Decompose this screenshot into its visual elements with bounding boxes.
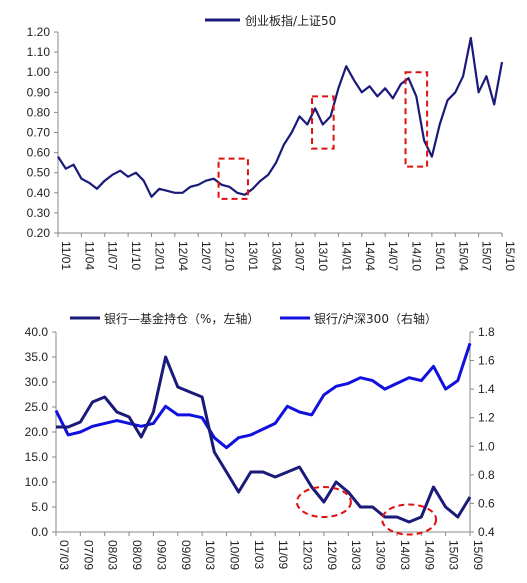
x-tick-label: 12/07 bbox=[199, 241, 213, 271]
x-tick-label: 15/09 bbox=[471, 540, 485, 570]
y-tick-label: 0.60 bbox=[27, 146, 51, 160]
y-tick-label: 1.00 bbox=[27, 65, 51, 79]
right-y-tick-label: 0.4 bbox=[478, 525, 495, 539]
right-y-tick-label: 0.8 bbox=[478, 468, 495, 482]
x-tick-label: 11/10 bbox=[129, 241, 143, 270]
left-y-tick-label: 20.0 bbox=[25, 425, 49, 439]
x-tick-label: 07/09 bbox=[81, 540, 95, 570]
left-y-tick-label: 5.0 bbox=[31, 500, 48, 514]
right-y-tick-label: 1.4 bbox=[478, 382, 495, 396]
x-tick-label: 13/10 bbox=[316, 241, 330, 271]
x-tick-label: 14/09 bbox=[422, 540, 436, 570]
chart-bottom-bank: 0.0 5.0 10.0 15.0 20.0 25.0 30.0 35.0 40.0 0.4 0.6… bbox=[25, 311, 495, 570]
x-tick-label: 11/04 bbox=[82, 241, 96, 270]
highlight-box bbox=[404, 71, 429, 168]
left-y-tick-label: 0.0 bbox=[31, 525, 48, 539]
right-y-tick-label: 1.8 bbox=[478, 325, 495, 339]
highlight-box bbox=[217, 157, 249, 200]
highlight-ellipse bbox=[295, 486, 352, 518]
highlight-ellipse bbox=[381, 503, 438, 536]
left-y-tick-label: 30.0 bbox=[25, 375, 49, 389]
x-tick-label: 15/01 bbox=[433, 241, 447, 271]
x-tick-label: 15/04 bbox=[456, 241, 470, 271]
x-tick-label: 08/03 bbox=[106, 540, 120, 570]
series-line-bank-csi300 bbox=[54, 342, 472, 450]
y-tick-label: 0.40 bbox=[27, 186, 51, 200]
x-tick-label: 13/03 bbox=[349, 540, 363, 570]
series-line-chinext-sse50 bbox=[57, 36, 504, 198]
x-tick-label: 13/07 bbox=[293, 241, 307, 271]
x-tick-label: 09/03 bbox=[154, 540, 168, 570]
y-tick-label: 0.30 bbox=[27, 206, 51, 220]
x-tick-label: 14/10 bbox=[410, 241, 424, 271]
highlight-box bbox=[311, 95, 335, 150]
right-y-tick-label: 1.0 bbox=[478, 439, 495, 453]
legend-label: 银行—基金持仓（%，左轴） bbox=[104, 311, 259, 326]
left-y-tick-label: 10.0 bbox=[25, 475, 49, 489]
legend: 银行—基金持仓（%，左轴） 银行/沪深300（右轴） bbox=[70, 311, 437, 326]
x-tick-label: 14/07 bbox=[386, 241, 400, 271]
x-tick-label: 12/09 bbox=[325, 540, 339, 570]
legend-label: 创业板指/上证50 bbox=[245, 13, 336, 28]
x-tick-label: 13/09 bbox=[374, 540, 388, 570]
x-tick-label: 12/04 bbox=[176, 241, 190, 271]
y-tick-label: 0.20 bbox=[27, 226, 51, 240]
x-tick-label: 13/01 bbox=[246, 241, 260, 271]
x-tick-label: 09/09 bbox=[179, 540, 193, 570]
x-tick-label: 07/03 bbox=[57, 540, 71, 570]
chart-top-ratio: 0.20 0.30 0.40 0.50 0.60 0.70 0.80 0.90 1.00 1.10… bbox=[27, 13, 517, 271]
x-tick-label: 11/09 bbox=[276, 540, 290, 569]
y-tick-label: 0.50 bbox=[27, 166, 51, 180]
left-y-tick-label: 35.0 bbox=[25, 350, 49, 364]
x-tick-label: 15/03 bbox=[447, 540, 461, 570]
series-line-bank-fund-holding bbox=[56, 355, 472, 524]
x-tick-label: 11/01 bbox=[59, 241, 73, 270]
left-y-tick-label: 25.0 bbox=[25, 400, 49, 414]
y-tick-label: 0.80 bbox=[27, 105, 51, 119]
y-tick-label: 0.90 bbox=[27, 85, 51, 99]
x-tick-label: 11/07 bbox=[106, 241, 120, 270]
x-tick-label: 08/09 bbox=[130, 540, 144, 570]
left-y-tick-label: 15.0 bbox=[25, 450, 49, 464]
x-tick-label: 14/01 bbox=[339, 241, 353, 271]
legend: 创业板指/上证50 bbox=[205, 13, 336, 28]
y-tick-label: 0.70 bbox=[27, 126, 51, 140]
x-tick-label: 15/07 bbox=[480, 241, 494, 271]
right-y-tick-label: 0.6 bbox=[478, 496, 495, 510]
x-tick-label: 14/03 bbox=[398, 540, 412, 570]
x-tick-label: 10/09 bbox=[227, 540, 241, 570]
x-tick-label: 15/10 bbox=[503, 241, 517, 271]
legend-label: 银行/沪深300（右轴） bbox=[314, 311, 437, 326]
x-tick-label: 11/03 bbox=[252, 540, 266, 569]
x-tick-label: 13/04 bbox=[269, 241, 283, 271]
left-y-tick-label: 40.0 bbox=[25, 325, 49, 339]
right-y-tick-label: 1.2 bbox=[478, 411, 495, 425]
x-tick-label: 14/04 bbox=[363, 241, 377, 271]
y-tick-label: 1.10 bbox=[27, 45, 51, 59]
x-tick-label: 10/03 bbox=[203, 540, 217, 570]
y-tick-label: 1.20 bbox=[27, 25, 51, 39]
right-y-tick-label: 1.6 bbox=[478, 354, 495, 368]
x-tick-label: 12/01 bbox=[152, 241, 166, 271]
x-tick-label: 12/03 bbox=[301, 540, 315, 570]
x-tick-label: 12/10 bbox=[223, 241, 237, 271]
